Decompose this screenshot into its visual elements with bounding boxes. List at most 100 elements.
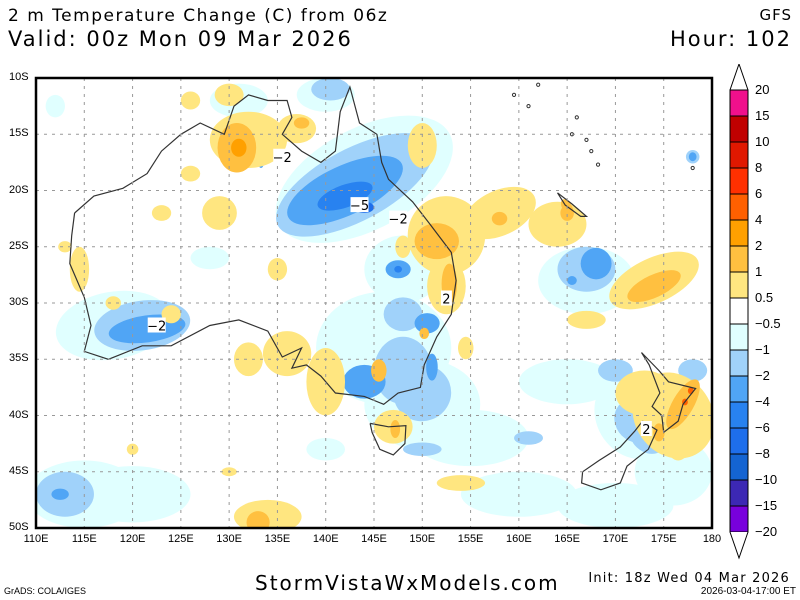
island [526, 104, 531, 109]
lat-tick-label: 50S [9, 521, 29, 533]
field-patch [580, 247, 612, 280]
field-patch [180, 91, 201, 110]
lat-tick-label: 10S [9, 71, 29, 83]
chart-title: 2 m Temperature Change (C) from 06z [8, 6, 389, 26]
contour-label-bg [440, 290, 452, 306]
field-patch [233, 342, 263, 377]
field-patch [58, 241, 72, 253]
field-patch [390, 420, 401, 438]
field-patch [306, 438, 346, 461]
field-patch [615, 370, 674, 416]
contour-label: −2 [273, 151, 292, 166]
field-patch [419, 327, 430, 339]
field-patch [567, 276, 577, 285]
field-patch [598, 359, 633, 382]
colorbar-label: −6 [755, 420, 770, 435]
colorbar-swatch [729, 141, 749, 169]
island [690, 165, 695, 171]
island [589, 149, 594, 154]
field-patch [414, 313, 440, 334]
issue-timestamp: 2026-03-04-17:00 ET [700, 586, 796, 597]
lat-tick-label: 20S [9, 183, 29, 196]
colorbar-label: −10 [755, 472, 778, 487]
colorbar-label: 10 [755, 134, 770, 149]
colorbar-min-arrow [729, 531, 749, 560]
field-patch [311, 78, 350, 101]
field-patch [557, 483, 674, 528]
coastline [640, 352, 697, 434]
coastline [580, 420, 658, 491]
colorbar-swatch [729, 193, 749, 221]
colorbar-label: 0.5 [755, 290, 774, 305]
field-patch [426, 353, 438, 381]
colorbar-swatch [729, 505, 749, 533]
coastline [369, 422, 407, 456]
field-patch [51, 488, 69, 500]
model-name: GFS [759, 6, 792, 24]
field-patch [395, 235, 411, 258]
field-patch [653, 423, 665, 442]
contour-label-bg [147, 317, 166, 333]
contour-label: −5 [350, 199, 369, 214]
lon-tick-label: 125E [167, 533, 194, 545]
field-patch [567, 310, 606, 329]
lon-tick-label: 120E [119, 533, 146, 545]
colorbar-swatch [729, 245, 749, 273]
lon-tick-label: 165E [554, 533, 580, 545]
coastlines [69, 82, 697, 491]
field-patch [202, 196, 237, 230]
colorbar-swatch [729, 479, 749, 507]
grads-credit: GrADS: COLA/IGES [4, 586, 87, 596]
colorbar-label: 1 [755, 264, 763, 279]
lon-tick-label: 150E [409, 533, 436, 545]
lat-tick-label: 25S [9, 239, 29, 252]
island [584, 137, 589, 142]
contour-label: −2 [147, 320, 166, 335]
colorbar-swatch [729, 375, 749, 403]
field-patch [518, 359, 616, 405]
field-patch [383, 297, 423, 332]
contour-label-bg [350, 197, 369, 213]
field-patch [491, 211, 508, 226]
field-patch [45, 94, 65, 118]
lon-tick-label: 130E [216, 533, 242, 545]
colorbar-swatch [729, 323, 749, 351]
coastline [69, 85, 457, 405]
field-patch [668, 438, 688, 461]
field-patch [371, 359, 387, 382]
lat-tick-label: 30S [9, 296, 29, 308]
island [595, 162, 601, 167]
colorbar-label: −8 [755, 446, 770, 461]
graticule [36, 78, 712, 528]
colorbar-swatch [729, 271, 749, 299]
colorbar-label: −20 [755, 524, 778, 539]
island [511, 92, 517, 97]
colorbar-swatch [729, 167, 749, 195]
init-time: Init: 18z Wed 04 Mar 2026 [588, 571, 790, 586]
lon-tick-label: 160E [505, 533, 532, 545]
colorbar-label: −15 [755, 498, 778, 513]
island [536, 82, 541, 87]
lon-tick-label: 140E [312, 533, 339, 545]
contour-label: 2 [642, 423, 650, 438]
colorbar-swatch [729, 453, 749, 481]
colorbar [729, 64, 749, 560]
coastline [556, 192, 589, 217]
colorbar-swatch [729, 349, 749, 377]
forecast-hour: Hour: 102 [669, 27, 792, 51]
lon-tick-label: 110E [23, 533, 49, 545]
contour-label: −2 [389, 213, 408, 228]
field-patch [262, 331, 312, 377]
colorbar-label: 6 [755, 186, 763, 201]
field-patch [246, 511, 270, 528]
contour-label-bg [389, 210, 408, 226]
contour-label-bg [273, 148, 292, 164]
colorbar-label: −0.5 [755, 316, 781, 331]
field-patch [126, 443, 139, 455]
valid-time: Valid: 00z Mon 09 Mar 2026 [8, 27, 353, 51]
field-patch [151, 205, 172, 221]
field-patch [627, 270, 681, 303]
field-patch [436, 475, 486, 491]
colorbar-label: −2 [755, 368, 770, 383]
